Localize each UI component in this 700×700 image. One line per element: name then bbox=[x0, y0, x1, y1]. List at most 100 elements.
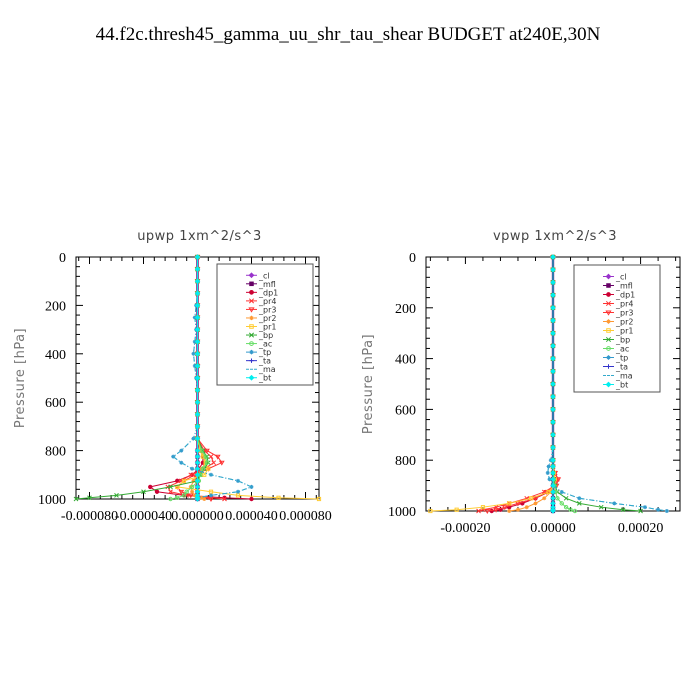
series-point-bt bbox=[194, 351, 201, 357]
series-point-bt bbox=[194, 266, 201, 272]
series-group bbox=[73, 254, 322, 502]
series-point-pr3 bbox=[214, 454, 221, 460]
series-point-ac bbox=[559, 501, 564, 506]
legend: _cl_mfl_dp1_pr4_pr3_pr2_pr1_bp_ac_tp_ta_… bbox=[216, 263, 314, 386]
series-point-pr3 bbox=[493, 507, 499, 513]
y-tick-label: 1000 bbox=[38, 493, 66, 508]
legend-label: _bt bbox=[615, 381, 628, 390]
legend-label: _ac bbox=[258, 340, 272, 349]
y-tick-label: 400 bbox=[395, 353, 416, 368]
legend-box bbox=[216, 263, 314, 386]
series-point-pr1 bbox=[235, 493, 241, 498]
legend-label: _cl bbox=[258, 271, 270, 280]
x-tick-label: -0.000080 bbox=[61, 509, 118, 524]
legend-marker bbox=[606, 328, 611, 333]
series-point-bt bbox=[194, 387, 201, 393]
series-point-pr3 bbox=[501, 505, 508, 511]
chart-panel-1: upwp 1xm^2/s^3 Pressure [hPa] 0 200 400 600 80… bbox=[13, 229, 332, 524]
legend-marker bbox=[249, 281, 254, 287]
series-point-bt bbox=[194, 447, 201, 454]
series-point-bp bbox=[598, 504, 604, 510]
series-point-pr1 bbox=[181, 478, 187, 483]
legend-label: _cl bbox=[615, 273, 627, 282]
legend-marker bbox=[248, 307, 255, 313]
series-point-pr2 bbox=[533, 501, 538, 506]
legend-marker bbox=[605, 381, 612, 388]
series-point-ac bbox=[572, 508, 578, 514]
panel-title: vpwp 1xm^2/s^3 bbox=[493, 229, 617, 244]
series-point-tp bbox=[642, 505, 647, 510]
series-point-ac bbox=[184, 489, 189, 494]
legend-marker bbox=[248, 298, 255, 304]
series-point-tp bbox=[656, 507, 661, 512]
series-point-tp bbox=[209, 493, 213, 498]
series-point-ac bbox=[168, 496, 173, 502]
series-point-bt bbox=[550, 254, 556, 260]
series-point-bp bbox=[141, 489, 146, 495]
series-point-pr2 bbox=[191, 478, 196, 483]
series-point-ac bbox=[563, 504, 569, 510]
series-point-bt bbox=[194, 302, 201, 309]
series-point-bp bbox=[576, 501, 582, 506]
legend-label: _pr4 bbox=[258, 297, 276, 306]
legend: _cl_mfl_dp1_pr4_pr3_pr2_pr1_bp_ac_tp_ta_… bbox=[573, 264, 661, 393]
series-point-pr3 bbox=[204, 448, 210, 454]
series-point-pr4 bbox=[168, 489, 173, 495]
series-point-bt bbox=[550, 305, 556, 311]
series-point-pr1 bbox=[454, 507, 459, 512]
series-point-ac bbox=[181, 493, 187, 498]
series-point-pr1 bbox=[200, 454, 206, 459]
legend-label: _bt bbox=[258, 374, 271, 383]
series-point-pr4 bbox=[208, 454, 214, 460]
y-tick-label: 0 bbox=[409, 251, 416, 266]
y-tick-label: 600 bbox=[45, 396, 66, 411]
series-point-bp bbox=[638, 508, 643, 514]
legend-label: _ta bbox=[258, 357, 271, 366]
series-point-pr2 bbox=[542, 496, 547, 501]
series-point-pr1 bbox=[208, 489, 214, 494]
legend-label: _dp1 bbox=[615, 291, 635, 300]
series-group bbox=[428, 254, 669, 514]
legend-marker bbox=[248, 272, 255, 279]
series-point-bt bbox=[550, 444, 556, 451]
series-point-tp bbox=[664, 509, 669, 513]
y-tick-label: 400 bbox=[45, 348, 66, 363]
legend-label: _ta bbox=[615, 363, 628, 372]
series-line-ma bbox=[547, 257, 667, 512]
series-point-bp bbox=[168, 484, 173, 490]
x-tick-label: 0.00020 bbox=[618, 521, 664, 536]
legend-marker bbox=[606, 346, 611, 351]
series-point-pr3 bbox=[208, 497, 214, 502]
series-point-bt bbox=[550, 317, 556, 324]
series-point-tp bbox=[236, 489, 240, 494]
series-point-bt bbox=[550, 489, 556, 495]
series-point-pr3 bbox=[218, 460, 225, 466]
series-point-pr2 bbox=[507, 509, 512, 513]
legend-marker bbox=[606, 292, 611, 297]
y-tick-label: 600 bbox=[395, 403, 416, 418]
series-point-bt bbox=[194, 326, 201, 333]
series-point-pr2 bbox=[190, 489, 195, 494]
legend-label: _pr2 bbox=[258, 314, 276, 323]
legend-label: _mfl bbox=[615, 282, 633, 291]
y-axis-label: Pressure [hPa] bbox=[13, 328, 28, 428]
legend-marker bbox=[606, 283, 611, 288]
series-point-bt bbox=[194, 278, 201, 284]
series-point-pr3 bbox=[555, 477, 562, 483]
legend-box bbox=[573, 264, 661, 393]
legend-marker bbox=[248, 332, 255, 338]
legend-marker bbox=[606, 319, 611, 324]
series-point-pr2 bbox=[202, 497, 207, 501]
series-point-pr4 bbox=[222, 496, 227, 502]
series-point-bt bbox=[550, 266, 556, 273]
series-point-bt bbox=[194, 478, 201, 484]
legend-marker bbox=[248, 374, 255, 381]
legend-label: _dp1 bbox=[258, 288, 278, 297]
legend-marker bbox=[606, 364, 611, 369]
series-point-bp bbox=[73, 496, 79, 502]
series-point-bt bbox=[194, 399, 201, 405]
series-point-bt bbox=[550, 393, 556, 400]
series-point-pr2 bbox=[515, 507, 520, 512]
series-point-pr3 bbox=[187, 493, 194, 499]
